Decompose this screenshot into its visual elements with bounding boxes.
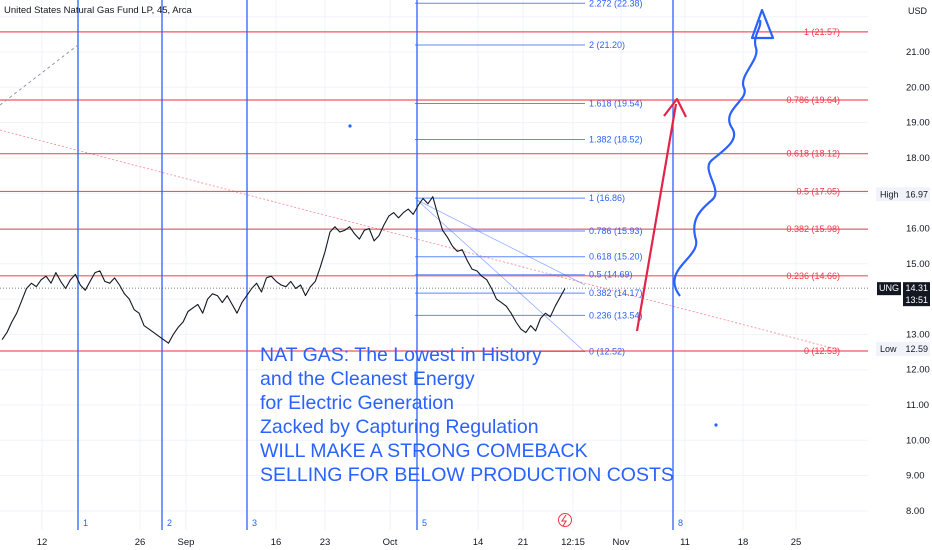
cycle-label: 5 <box>422 518 427 528</box>
fib-extension-left[interactable]: 2.272 (22.38) 2 (21.20) 1.618 (19.54) 1.382… <box>415 0 643 356</box>
price-tick-label: 20.00 <box>906 82 930 93</box>
price-tick-label: 12.00 <box>906 365 930 376</box>
symbol-label: UNG <box>879 283 899 293</box>
annotation-line: SELLING FOR BELOW PRODUCTION COSTS <box>260 464 674 486</box>
annotation-line: for Electric Generation <box>260 392 454 414</box>
cycle-label: 2 <box>167 518 172 528</box>
fib-right-label: 0.786 (19.64) <box>786 95 840 105</box>
fib-right-label: 0.5 (17.05) <box>796 186 840 196</box>
time-tick-label: 14 <box>473 537 484 548</box>
high-value: 16.97 <box>905 189 928 199</box>
grid-lines <box>0 0 868 530</box>
last-price-badge <box>903 282 930 307</box>
fib-left-label: 1.618 (19.54) <box>589 99 643 109</box>
fib-time-cycle-lines[interactable]: 1 2 3 5 8 <box>77 0 683 530</box>
cycle-label: 3 <box>252 518 257 528</box>
price-tick-label: 10.00 <box>906 435 930 446</box>
price-tick-label: 15.00 <box>906 259 930 270</box>
annotation-line: Zacked by Capturing Regulation <box>260 416 539 438</box>
lightning-icon <box>560 514 567 527</box>
fib-right-label: 0 (12.53) <box>804 346 840 356</box>
time-tick-label: Oct <box>383 537 398 548</box>
symbol-badge <box>877 282 901 296</box>
price-badges: High 16.97 Low 12.59 UNG 14.31 13:51 <box>876 187 930 356</box>
low-value: 12.59 <box>905 344 928 354</box>
symbol-title: United States Natural Gas Fund LP, 45, A… <box>4 5 192 16</box>
fib-trend-line <box>416 199 586 353</box>
price-tick-label: 13.00 <box>906 329 930 340</box>
price-tick-label: 8.00 <box>906 506 925 517</box>
price-axis[interactable]: 8.009.0010.0011.0012.0013.0014.0015.0016… <box>906 47 930 517</box>
time-axis[interactable]: 12 26 Sep 16 23 Oct 14 21 12:15 Nov 11 18 25 <box>37 513 802 549</box>
cycle-label: 1 <box>83 518 88 528</box>
wave-target-triangle <box>750 8 775 40</box>
annotation-line: WILL MAKE A STRONG COMEBACK <box>260 440 588 462</box>
cycle-label: 8 <box>678 518 683 528</box>
fib-left-label: 2.272 (22.38) <box>589 0 643 8</box>
fib-right-label: 0.382 (15.98) <box>786 224 840 234</box>
fib-right-label: 1 (21.57) <box>804 27 840 37</box>
time-tick-label: Sep <box>178 537 195 548</box>
time-tick-label: 23 <box>320 537 331 548</box>
fib-left-label: 0.786 (15.93) <box>589 226 643 236</box>
price-tick-label: 19.00 <box>906 118 930 129</box>
time-tick-label: 12:15 <box>561 537 585 548</box>
currency-label[interactable]: USD <box>908 6 928 16</box>
fib-right-label: 0.618 (18.12) <box>786 149 840 159</box>
forecast-drawings[interactable] <box>635 8 775 332</box>
marker-dot <box>348 124 352 128</box>
price-line <box>1 196 566 344</box>
bar-countdown: 13:51 <box>905 295 928 305</box>
price-tick-label: 9.00 <box>906 471 925 482</box>
trend-lines[interactable] <box>0 44 841 427</box>
price-tick-label: 21.00 <box>906 47 930 58</box>
fib-left-label: 0.5 (14.69) <box>589 270 633 280</box>
time-tick-label: 21 <box>518 537 529 548</box>
fib-trend-line <box>416 199 586 286</box>
high-label: High <box>880 189 899 199</box>
annotation-line: and the Cleanest Energy <box>260 368 475 390</box>
price-tick-label: 18.00 <box>906 153 930 164</box>
time-tick-label: 26 <box>135 537 146 548</box>
last-price-value: 14.31 <box>905 283 928 293</box>
time-tick-label: 25 <box>791 537 802 548</box>
forecast-arrow-line <box>635 103 678 332</box>
low-badge <box>876 341 930 356</box>
fib-left-label: 2 (21.20) <box>589 40 625 50</box>
dashed-trend-line <box>0 44 79 106</box>
fib-left-label: 0.382 (14.17) <box>589 288 643 298</box>
forecast-arrow-head <box>663 97 687 118</box>
marker-dot <box>714 423 718 427</box>
time-tick-label: Nov <box>613 537 630 548</box>
low-label: Low <box>880 344 897 354</box>
time-tick-label: 18 <box>738 537 749 548</box>
time-tick-label: 11 <box>680 537 690 548</box>
price-tick-label: 11.00 <box>906 400 929 411</box>
high-badge <box>876 187 930 202</box>
fib-left-label: 1 (16.86) <box>589 193 625 203</box>
fib-retracement-right[interactable]: 1 (21.57) 0.786 (19.64) 0.618 (18.12) 0.5 (… <box>0 27 868 356</box>
wave-projection <box>673 19 762 297</box>
fib-left-label: 1.382 (18.52) <box>589 135 643 145</box>
time-tick-label: 16 <box>271 537 282 548</box>
downtrend-dotted-line <box>0 129 841 351</box>
time-tick-label: 12 <box>37 537 48 548</box>
price-tick-label: 16.00 <box>906 224 930 235</box>
price-series <box>0 196 868 344</box>
annotation-line: NAT GAS: The Lowest in History <box>260 344 542 366</box>
fib-right-label: 0.236 (14.66) <box>786 271 840 281</box>
fib-left-label: 0.618 (15.20) <box>589 252 643 262</box>
event-icon <box>558 513 572 527</box>
fib-left-label: 0.236 (13.54) <box>589 310 643 320</box>
